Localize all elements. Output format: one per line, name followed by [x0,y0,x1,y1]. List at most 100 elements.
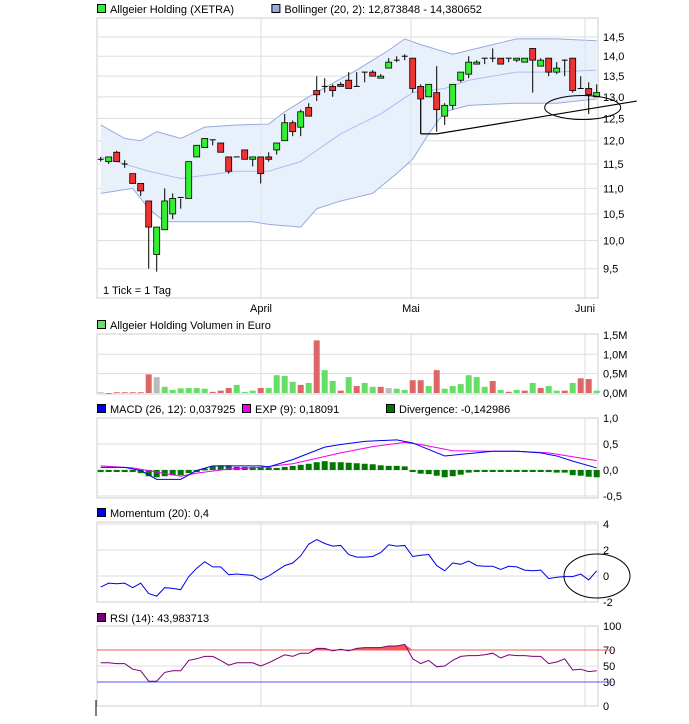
volume-bar [169,389,176,393]
volume-bar [129,392,136,394]
candle [425,83,433,98]
volume-bar [401,389,408,393]
candle [369,70,377,77]
divergence-bar [417,470,424,474]
legend-swatch [97,4,106,13]
y-tick-label: 1,0 [603,413,618,425]
divergence-bar [561,470,568,473]
candle [489,48,496,63]
candle-body [225,156,233,172]
y-tick-label: 10,5 [603,209,624,221]
volume-bar [217,390,224,393]
macd-line [100,439,597,480]
volume-bar [513,389,520,393]
divergence-bar [457,470,464,475]
panel-frame [96,417,599,499]
legend-swatch [271,4,281,13]
candle [529,48,537,93]
volume-bar [545,386,552,393]
candle [537,58,545,67]
candle-body [289,122,297,133]
legend-label: RSI (14): 43,983713 [110,613,209,625]
candle [217,142,225,153]
divergence-bar [169,470,176,476]
y-tick-label: 0,5M [603,369,627,381]
volume-bar [577,378,584,393]
y-tick-label: 0 [603,701,609,713]
candle-body [153,226,161,255]
candle [193,144,201,158]
volume-bar [569,382,576,393]
y-tick-label: 14,0 [603,51,624,63]
volume-bar [377,386,384,393]
y-tick-label: 13,5 [603,71,624,83]
y-tick-label: 13,0 [603,92,624,104]
volume-bar [393,388,400,393]
volume-bar [449,386,456,393]
candle-body [129,173,137,184]
volume-bar [585,379,592,393]
divergence-bar [225,465,232,470]
divergence-bar [481,470,488,472]
candle [225,156,233,174]
candle-body [529,48,537,61]
candle [105,156,113,165]
volume-bar [345,377,352,393]
divergence-bar [393,465,400,470]
candle [505,57,512,63]
volume-bar [105,393,112,394]
candle [353,72,360,87]
momentum-line [100,539,598,597]
candle [377,74,385,79]
candle [201,138,209,148]
divergence-bar [217,465,224,470]
divergence-bar [537,470,544,472]
divergence-bar [321,461,328,470]
volume-bar [305,382,312,393]
volume-bar [257,387,264,393]
candle [361,71,368,83]
candle-body [457,71,465,81]
candle-body [337,83,345,87]
divergence-bar [137,470,144,474]
y-tick-label: 70 [603,645,615,657]
candle [329,84,337,97]
candle-body [113,151,121,163]
candle [145,200,153,269]
divergence-bar [513,470,520,472]
candle-body [593,92,601,98]
volume-bar [417,380,424,393]
volume-bar [537,387,544,393]
candle [137,183,145,196]
y-tick-label: 0 [603,571,609,583]
candle [273,142,281,155]
divergence-bar [305,463,312,470]
volume-bar [409,380,416,393]
candle-body [257,156,265,175]
candle [569,57,577,93]
candle [449,83,457,110]
legend-label: EXP (9): 0,18091 [255,404,339,416]
y-tick-label: 11,5 [603,159,624,171]
volume-bar [473,377,480,393]
candle-body [249,156,257,160]
volume-bar [185,387,192,393]
volume-bar [225,387,232,393]
candle-body [385,61,393,69]
divergence-bar [497,470,504,472]
divergence-bar [465,470,472,473]
candle [113,150,121,163]
candle-body [313,90,321,96]
candle [545,57,553,77]
candle [209,139,216,146]
divergence-bar [385,465,392,470]
volume-bar [465,375,472,393]
volume-bar [361,382,368,393]
x-month-label: Juni [575,303,595,315]
candle-body [513,57,521,61]
y-tick-label: 12,5 [603,113,624,125]
candle-body [169,198,177,215]
candle-body [297,111,305,128]
legend-label: Allgeier Holding Volumen in Euro [110,320,271,332]
divergence-bar [177,470,184,476]
